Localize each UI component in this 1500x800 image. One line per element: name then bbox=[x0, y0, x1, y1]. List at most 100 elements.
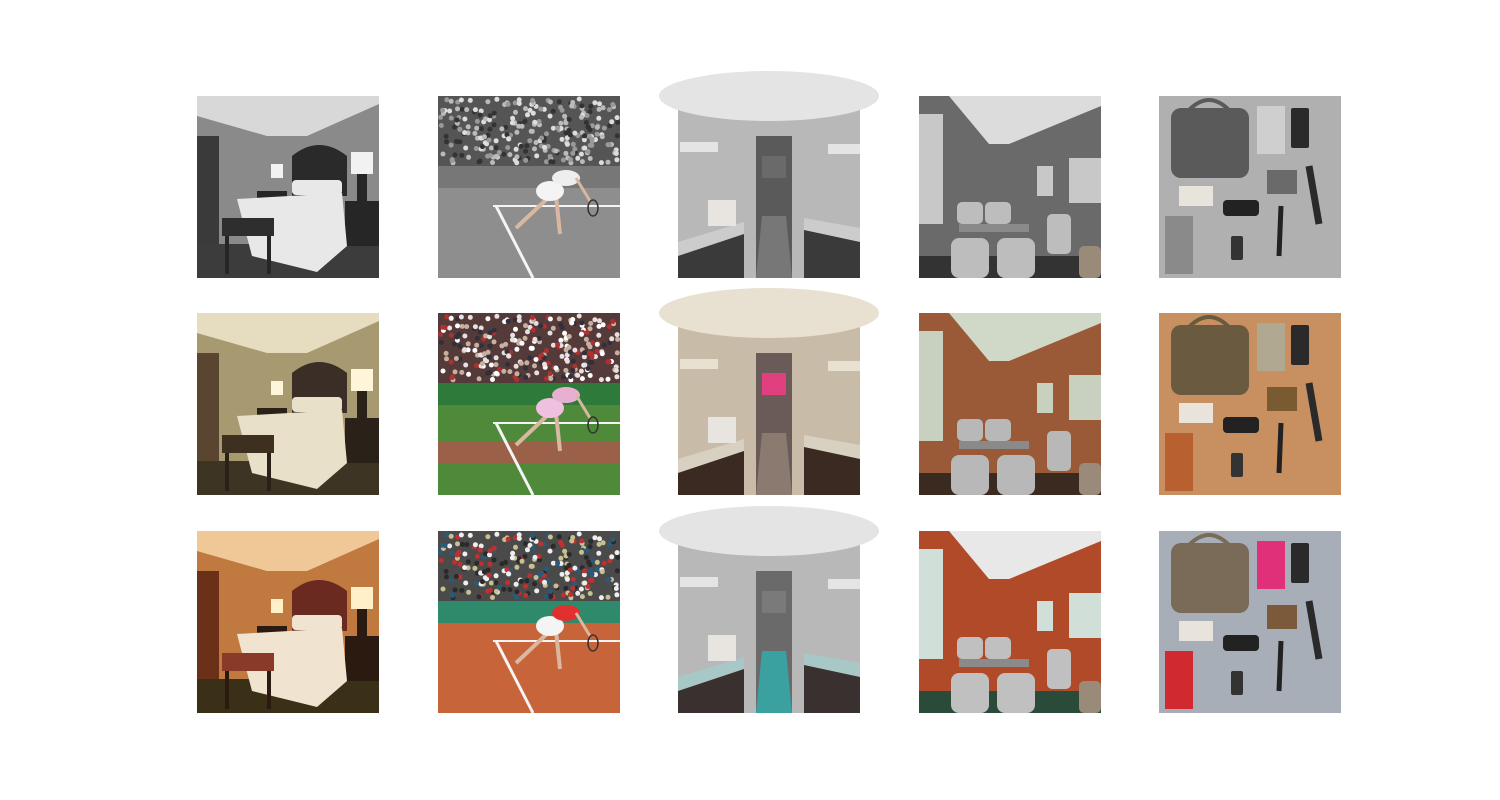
player-shorts bbox=[536, 398, 564, 418]
spectator bbox=[534, 370, 540, 376]
spectator bbox=[598, 160, 604, 166]
spectator bbox=[555, 125, 561, 131]
spectator bbox=[530, 533, 536, 538]
ceiling bbox=[197, 531, 379, 571]
spectator bbox=[478, 543, 484, 549]
spectator bbox=[512, 100, 518, 106]
brush bbox=[1276, 205, 1284, 257]
spectator bbox=[530, 315, 536, 320]
spectator bbox=[556, 534, 562, 540]
spectator bbox=[509, 337, 515, 343]
spectator bbox=[478, 352, 484, 358]
spectator bbox=[477, 329, 483, 335]
spectator bbox=[563, 150, 569, 156]
spectator bbox=[464, 107, 470, 113]
spectator bbox=[523, 541, 528, 547]
image-tile bbox=[659, 506, 879, 713]
spectator bbox=[568, 374, 573, 379]
spectator bbox=[487, 113, 493, 119]
spectator bbox=[582, 350, 587, 356]
spectator bbox=[532, 554, 538, 560]
spectator bbox=[486, 572, 492, 578]
spectator bbox=[472, 130, 478, 136]
spectator bbox=[563, 585, 569, 591]
spectator bbox=[536, 554, 542, 559]
spectator bbox=[483, 551, 489, 557]
window bbox=[1069, 593, 1101, 638]
spectator bbox=[448, 577, 454, 583]
spectator bbox=[452, 369, 458, 375]
spectator bbox=[513, 109, 518, 115]
spectator bbox=[584, 548, 590, 553]
spectator bbox=[550, 342, 556, 348]
spectator bbox=[596, 550, 602, 556]
curtain bbox=[197, 353, 219, 473]
spectator bbox=[547, 589, 553, 594]
spectator bbox=[518, 143, 524, 149]
spectator bbox=[514, 129, 520, 135]
spectator bbox=[505, 318, 511, 324]
spectator bbox=[447, 108, 453, 114]
spectator bbox=[594, 348, 600, 354]
spectator bbox=[512, 535, 518, 541]
spectator bbox=[587, 127, 593, 133]
spectator bbox=[496, 367, 502, 372]
spectator bbox=[522, 335, 528, 341]
spectator bbox=[556, 99, 562, 105]
spectator bbox=[525, 329, 530, 335]
spectator bbox=[477, 547, 483, 553]
spectator bbox=[513, 544, 518, 550]
spectator bbox=[452, 559, 457, 565]
spectator bbox=[583, 119, 589, 125]
spectator bbox=[444, 574, 449, 580]
spectator bbox=[505, 101, 511, 107]
spectator bbox=[452, 124, 457, 130]
umbrella bbox=[1305, 165, 1323, 225]
image-tile bbox=[659, 288, 879, 495]
spectator bbox=[572, 581, 578, 587]
spectator bbox=[567, 132, 573, 138]
spectator bbox=[478, 325, 484, 331]
spectator bbox=[448, 142, 454, 148]
spectator bbox=[550, 108, 556, 114]
spectator bbox=[506, 136, 511, 142]
spectator bbox=[579, 114, 584, 120]
spectator bbox=[584, 330, 590, 335]
spectator bbox=[454, 117, 460, 123]
spectator bbox=[457, 343, 463, 349]
spectator bbox=[564, 141, 570, 147]
spectator bbox=[479, 361, 485, 367]
spectator bbox=[567, 567, 573, 573]
spectator bbox=[582, 580, 588, 586]
spectator bbox=[614, 592, 620, 598]
spectator bbox=[548, 159, 554, 165]
ceiling bbox=[949, 313, 1101, 361]
spectator bbox=[544, 376, 549, 382]
spectator bbox=[488, 362, 494, 368]
spectator bbox=[493, 580, 499, 586]
spectator bbox=[579, 538, 585, 544]
spectator bbox=[578, 586, 584, 592]
spectator bbox=[484, 358, 490, 364]
spectator bbox=[494, 531, 500, 537]
spectator bbox=[534, 153, 540, 159]
vent bbox=[828, 579, 860, 589]
spectator bbox=[555, 342, 561, 348]
wallet bbox=[1267, 170, 1297, 194]
spectator bbox=[506, 353, 511, 359]
spectator bbox=[519, 340, 525, 346]
spectator bbox=[504, 567, 510, 573]
spectator bbox=[570, 358, 576, 364]
spectator bbox=[570, 141, 576, 147]
spectator bbox=[476, 376, 482, 382]
spectator bbox=[473, 146, 479, 151]
spectator bbox=[566, 127, 572, 133]
spectator bbox=[478, 570, 484, 576]
spectator bbox=[597, 318, 602, 324]
counter bbox=[678, 657, 744, 691]
player-shirt bbox=[552, 170, 580, 186]
spectator bbox=[453, 139, 459, 144]
spectator bbox=[560, 157, 566, 163]
spectator bbox=[457, 561, 463, 567]
spectator bbox=[483, 116, 489, 122]
